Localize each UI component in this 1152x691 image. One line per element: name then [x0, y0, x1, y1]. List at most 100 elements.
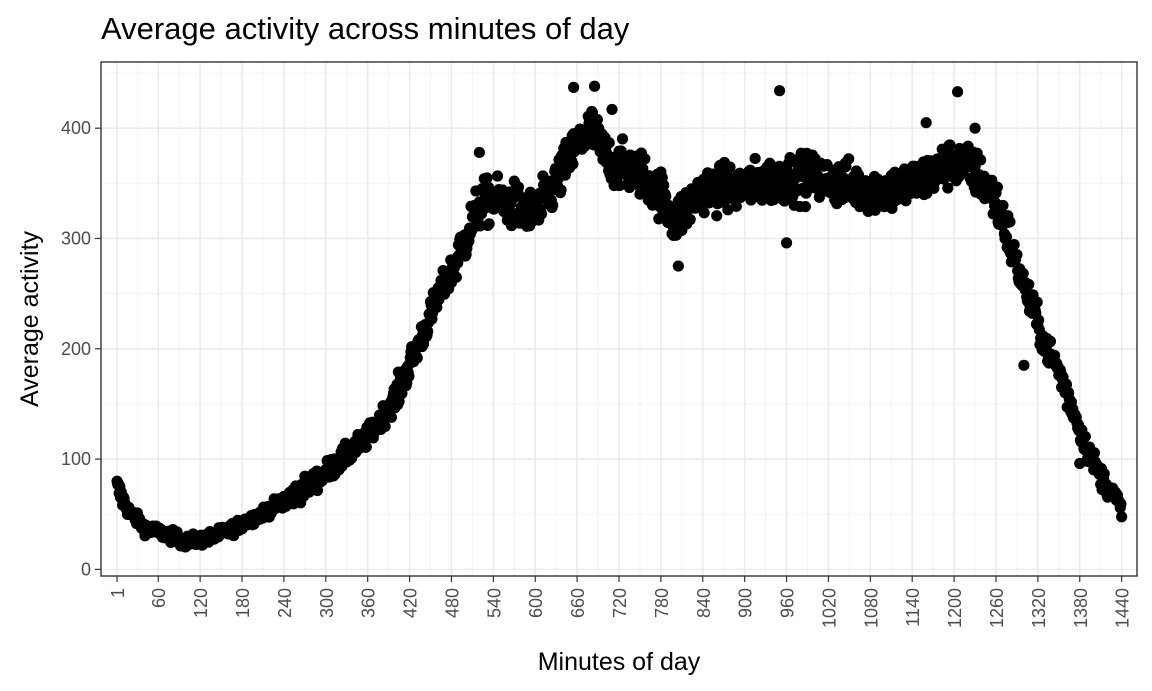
- data-point: [662, 199, 675, 211]
- data-point: [780, 237, 793, 249]
- x-tick-label: 540: [484, 588, 504, 618]
- data-point: [614, 179, 626, 192]
- data-point: [920, 117, 932, 129]
- x-tick-label: 180: [233, 588, 253, 618]
- x-tick-label: 660: [568, 588, 588, 618]
- data-point: [749, 152, 761, 165]
- data-point: [843, 153, 855, 165]
- data-point: [555, 184, 567, 196]
- data-point: [1023, 278, 1035, 291]
- data-point: [591, 114, 603, 126]
- data-point: [997, 199, 1009, 212]
- data-point: [616, 133, 629, 145]
- data-point: [606, 103, 618, 116]
- data-point: [524, 186, 536, 198]
- data-point: [491, 170, 504, 182]
- data-point: [711, 210, 723, 222]
- y-tick-label: 300: [61, 228, 91, 248]
- x-tick-label: 720: [610, 588, 630, 618]
- data-point: [773, 160, 786, 172]
- data-point: [660, 190, 672, 202]
- data-point: [547, 199, 559, 211]
- data-point: [942, 182, 954, 194]
- x-tick-label: 1260: [987, 588, 1007, 628]
- data-point: [722, 204, 734, 216]
- data-point: [1074, 457, 1086, 470]
- data-point: [1017, 267, 1029, 280]
- data-point: [969, 122, 981, 134]
- data-point: [698, 207, 710, 219]
- y-tick-label: 0: [81, 559, 91, 579]
- data-point: [422, 325, 434, 337]
- data-point: [684, 213, 696, 226]
- data-point: [730, 200, 742, 212]
- data-point: [724, 161, 736, 173]
- data-point: [1004, 216, 1016, 228]
- data-point: [1031, 296, 1043, 308]
- data-point: [603, 137, 615, 149]
- data-point: [1032, 314, 1045, 326]
- x-tick-label: 120: [191, 588, 211, 618]
- data-point: [512, 181, 525, 193]
- x-tick-label: 360: [359, 588, 379, 618]
- data-point: [944, 139, 956, 151]
- x-tick-label: 840: [694, 588, 714, 618]
- x-tick-label: 420: [401, 588, 421, 618]
- data-point: [715, 175, 727, 187]
- data-point: [385, 411, 398, 423]
- data-point: [991, 181, 1003, 193]
- y-axis: 0 100 200 300 400: [61, 118, 101, 579]
- data-point: [1079, 430, 1091, 443]
- x-tick-label: 300: [317, 588, 337, 618]
- x-tick-label: 1080: [861, 588, 881, 628]
- data-point: [473, 146, 485, 159]
- x-tick-label: 240: [275, 588, 295, 618]
- data-point: [568, 81, 580, 93]
- x-tick-label: 480: [442, 588, 462, 618]
- data-point: [403, 370, 415, 382]
- data-point: [1116, 511, 1128, 523]
- x-tick-label: 960: [778, 588, 798, 618]
- chart-title: Average activity across minutes of day: [101, 11, 630, 46]
- x-tick-label: 600: [526, 588, 546, 618]
- data-point: [1115, 498, 1127, 510]
- x-tick-label: 1320: [1029, 588, 1049, 628]
- data-point: [379, 420, 391, 432]
- data-point: [1011, 249, 1023, 261]
- data-point: [1018, 359, 1030, 371]
- y-tick-label: 400: [61, 118, 91, 138]
- data-point: [535, 208, 548, 220]
- data-point: [773, 85, 786, 97]
- data-point: [1088, 447, 1101, 459]
- data-point: [411, 352, 423, 364]
- y-tick-label: 100: [61, 449, 91, 469]
- data-point: [639, 153, 651, 165]
- data-point: [951, 86, 964, 98]
- x-tick-label: 1140: [903, 588, 923, 627]
- data-points: [111, 80, 1128, 553]
- data-point: [658, 179, 670, 191]
- data-point: [360, 441, 372, 453]
- data-point: [672, 260, 684, 272]
- x-tick-label: 1020: [819, 588, 839, 628]
- data-point: [483, 218, 495, 230]
- y-tick-label: 200: [61, 339, 91, 359]
- data-point: [588, 80, 601, 92]
- x-tick-label: 1440: [1113, 588, 1133, 628]
- data-point: [1044, 335, 1057, 347]
- data-point: [1008, 239, 1020, 251]
- data-point: [799, 201, 811, 213]
- data-point: [615, 145, 627, 157]
- x-tick-label: 1: [108, 588, 128, 598]
- y-axis-title: Average activity: [16, 230, 44, 407]
- x-axis-title: Minutes of day: [538, 648, 701, 676]
- x-tick-label: 1200: [945, 588, 965, 628]
- data-point: [481, 172, 493, 184]
- data-point: [1000, 231, 1013, 243]
- data-point: [975, 154, 987, 166]
- data-point: [1098, 468, 1110, 480]
- x-tick-label: 60: [149, 588, 169, 608]
- x-axis: 1 60 120 180 240 300 360 420 480 540 600 660 720 780 8…: [108, 576, 1133, 628]
- x-tick-label: 780: [652, 588, 672, 618]
